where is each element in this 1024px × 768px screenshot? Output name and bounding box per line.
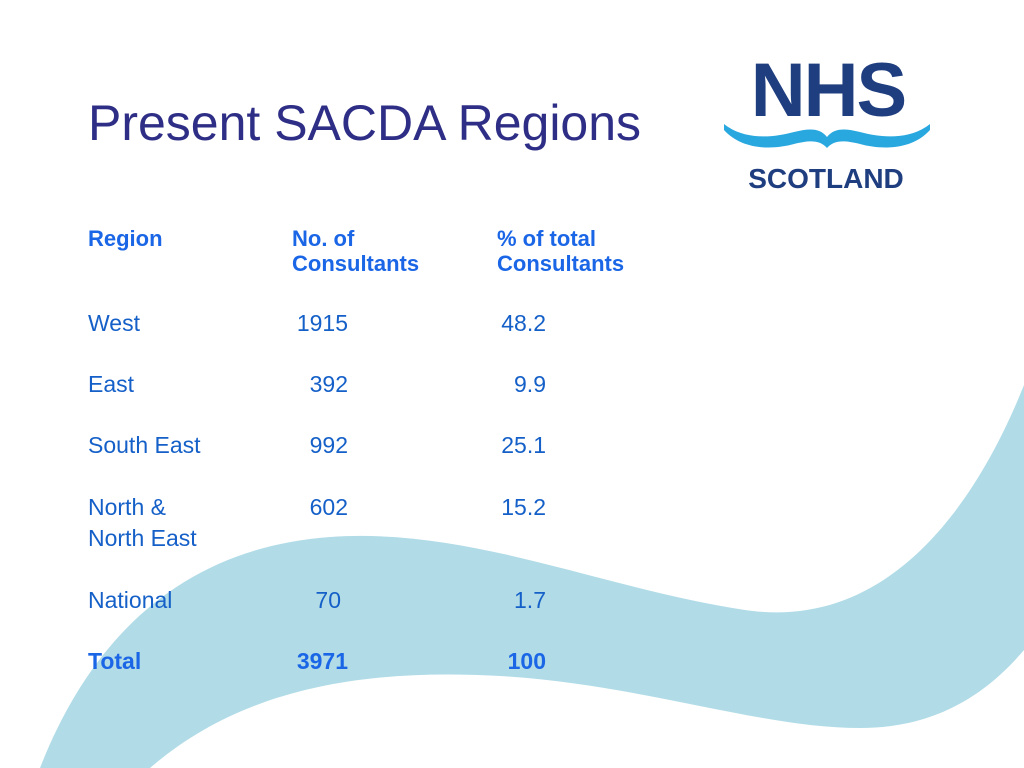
consultants-count: 992 (309, 432, 348, 458)
region-name: South East (88, 432, 201, 458)
total-label: Total (88, 648, 142, 674)
percent-of-total: 25.1 (501, 432, 546, 458)
consultants-count: 1915 (296, 310, 348, 336)
nhs-logo-scotland-text: SCOTLAND (748, 163, 904, 194)
consultants-count: 392 (309, 371, 348, 397)
percent-of-total: 15.2 (501, 494, 546, 520)
header-region: Region (88, 226, 163, 251)
percent-of-total: 48.2 (501, 310, 546, 336)
region-name: East (88, 371, 135, 397)
total-consultants: 3971 (296, 648, 348, 674)
header-consultants-line2: Consultants (292, 251, 420, 276)
percent-of-total: 9.9 (514, 371, 546, 397)
region-name: West (88, 310, 140, 336)
slide-title: Present SACDA Regions (88, 95, 642, 151)
total-percent: 100 (507, 648, 546, 674)
consultants-count: 70 (315, 587, 341, 613)
header-consultants-line1: No. of (292, 226, 355, 251)
nhs-logo-wordmark: NHS (751, 52, 905, 133)
region-name: North & (88, 494, 166, 520)
background-wave-path (40, 385, 1024, 768)
percent-of-total: 1.7 (514, 587, 546, 613)
background-wave-inner-curve (150, 650, 1024, 768)
header-percent-line2: Consultants (497, 251, 625, 276)
region-name-line2: North East (88, 525, 197, 551)
consultants-count: 602 (309, 494, 348, 520)
nhs-scotland-logo: NHS SCOTLAND (724, 52, 930, 194)
region-name: National (88, 587, 173, 613)
header-percent-line1: % of total (497, 226, 596, 251)
nhs-logo-wave-icon (724, 124, 930, 148)
